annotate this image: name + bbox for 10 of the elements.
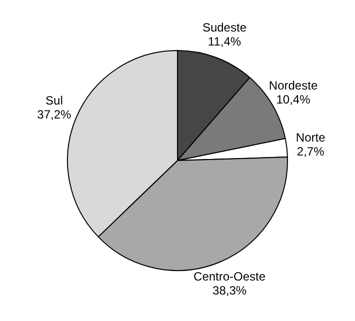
slice-label: Sul [46,93,63,108]
data-label: 38,3% [212,283,247,298]
slice-label: Centro-Oeste [194,269,266,284]
data-label: 10,4% [276,92,311,106]
slice-label: Sudeste [202,20,247,34]
data-label: 11,4% [208,34,242,48]
data-label: 2,7% [296,144,325,158]
slice-label: Norte [296,130,326,144]
slice-label: Nordeste [268,78,318,92]
data-label: 37,2% [37,107,72,122]
